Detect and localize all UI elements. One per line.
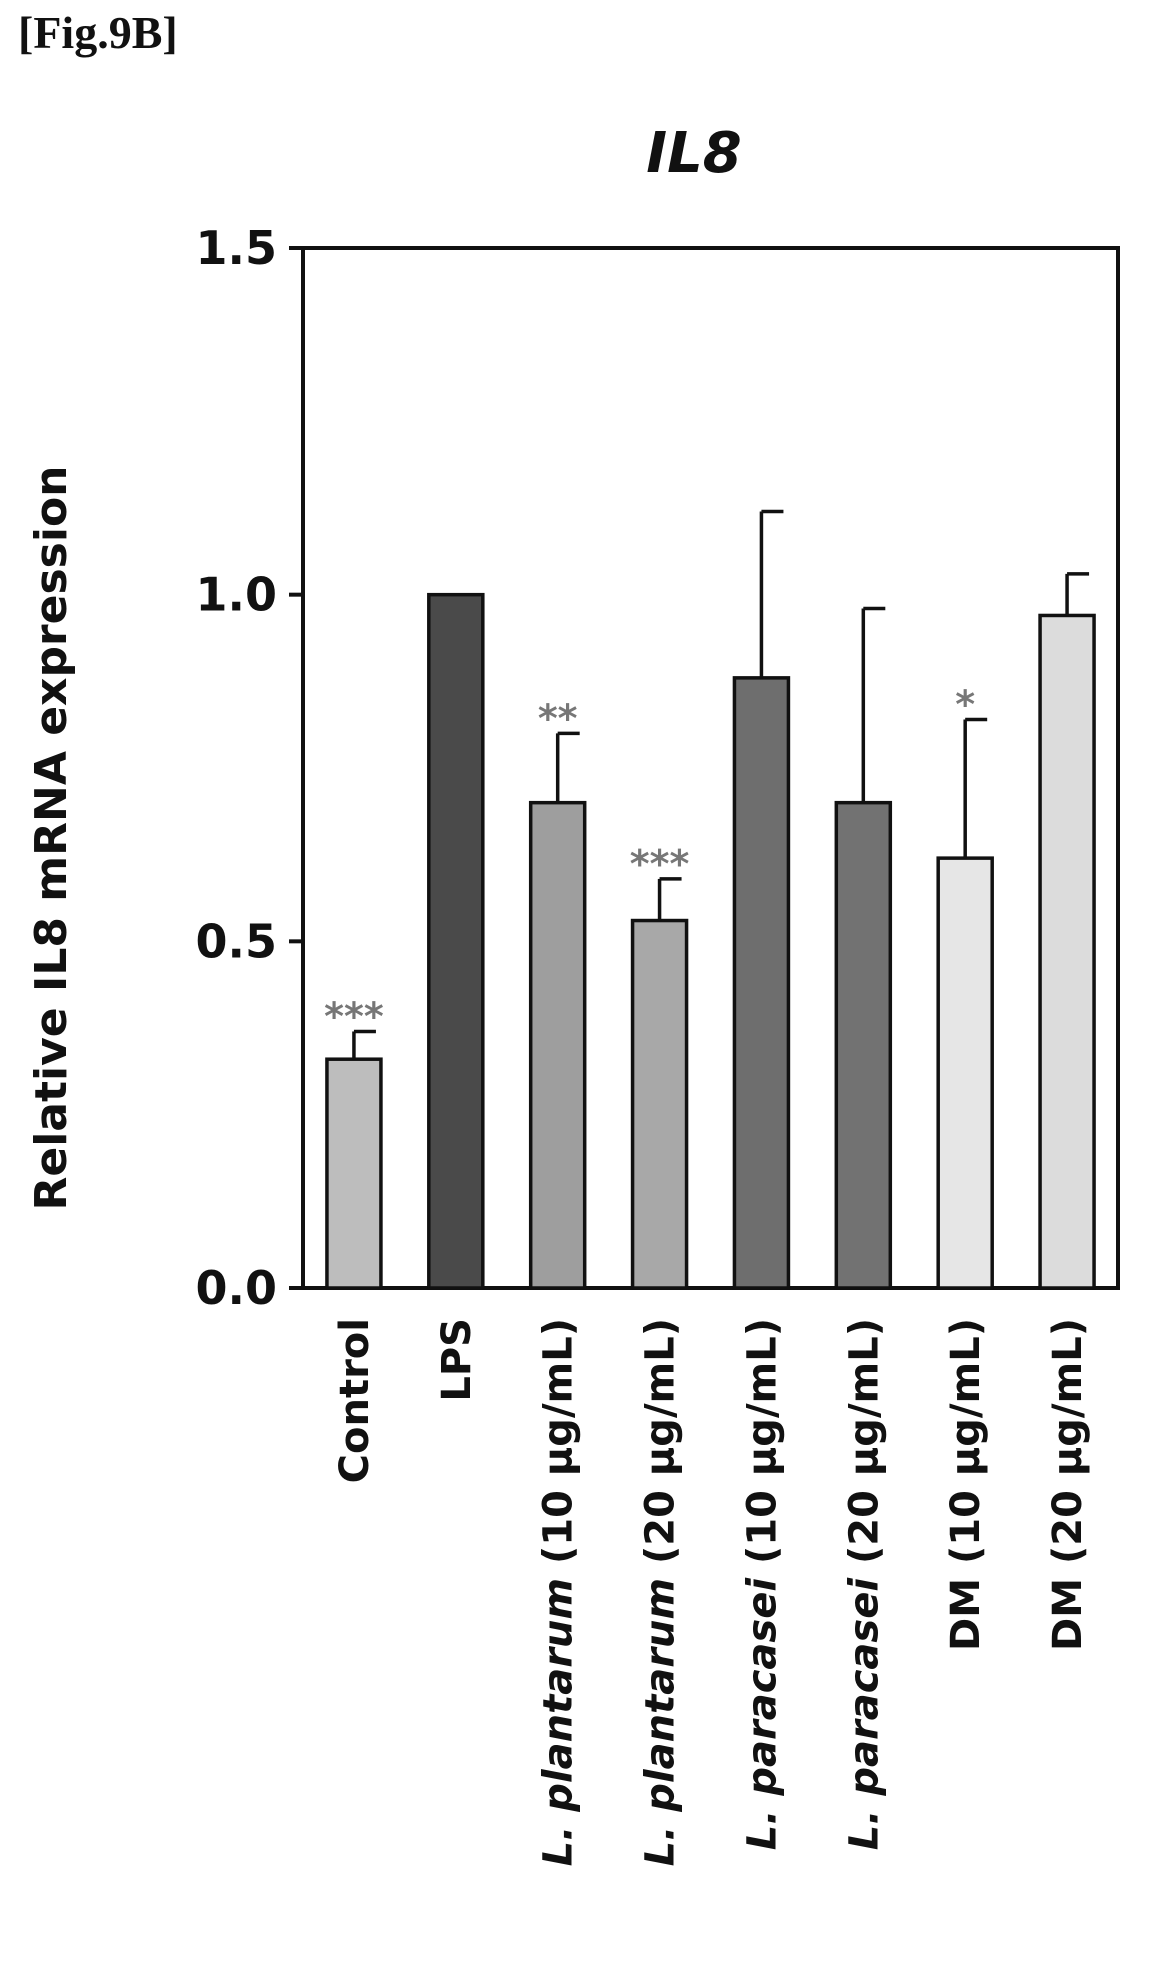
x-tick-label-italic: L. paracasei <box>841 1577 887 1851</box>
bar <box>834 800 893 1290</box>
bar <box>528 800 587 1290</box>
x-tick-label-text: DM (10 μg/mL) <box>943 1318 989 1651</box>
x-tick-label: DM (10 μg/mL) <box>943 1318 989 1651</box>
x-tick-label-text: (20 μg/mL) <box>638 1318 684 1578</box>
x-tick-label: L. plantarum (10 μg/mL) <box>536 1318 582 1866</box>
y-axis-label: Relative IL8 mRNA expression <box>26 466 77 1211</box>
x-tick-label-text: (10 μg/mL) <box>536 1318 582 1578</box>
x-tick-label-text: Control <box>332 1318 378 1483</box>
bar <box>630 918 689 1290</box>
bar <box>325 1057 383 1290</box>
x-tick-label-text: DM (20 μg/mL) <box>1045 1318 1091 1651</box>
significance-label: *** <box>324 994 384 1038</box>
significance-label: * <box>955 682 975 726</box>
y-tick-label: 0.5 <box>196 914 278 968</box>
y-tick-label: 1.0 <box>196 568 278 622</box>
bar <box>1038 613 1096 1290</box>
significance-label: ** <box>538 696 578 740</box>
plot-area: 0.0 0.5 1.0 1.5 *** Control LPS ** L. plantarum … <box>196 221 1120 1866</box>
figure-label: [Fig.9B] <box>18 7 178 58</box>
x-tick-label: L. paracasei (10 μg/mL) <box>739 1318 785 1850</box>
x-tick-label-italic: L. plantarum <box>638 1578 684 1866</box>
bar <box>427 592 485 1290</box>
bar <box>732 676 791 1290</box>
y-tick-label: 0.0 <box>196 1261 278 1315</box>
y-tick-label: 1.5 <box>196 221 278 275</box>
x-tick-label: L. paracasei (20 μg/mL) <box>841 1318 887 1850</box>
plot-frame <box>301 246 1120 1290</box>
x-tick-label-text: (10 μg/mL) <box>739 1318 785 1578</box>
x-tick-label: Control <box>332 1318 378 1483</box>
x-tick-label-italic: L. paracasei <box>739 1577 785 1851</box>
chart-title: IL8 <box>646 121 741 186</box>
x-tick-label: LPS <box>434 1318 480 1402</box>
x-tick-label-text: LPS <box>434 1318 480 1402</box>
x-tick-label-italic: L. plantarum <box>536 1578 582 1866</box>
x-tick-label: L. plantarum (20 μg/mL) <box>638 1318 684 1866</box>
significance-label: *** <box>630 842 690 886</box>
x-tick-label: DM (20 μg/mL) <box>1045 1318 1091 1651</box>
x-tick-label-text: (20 μg/mL) <box>841 1318 887 1578</box>
bar <box>936 856 994 1290</box>
